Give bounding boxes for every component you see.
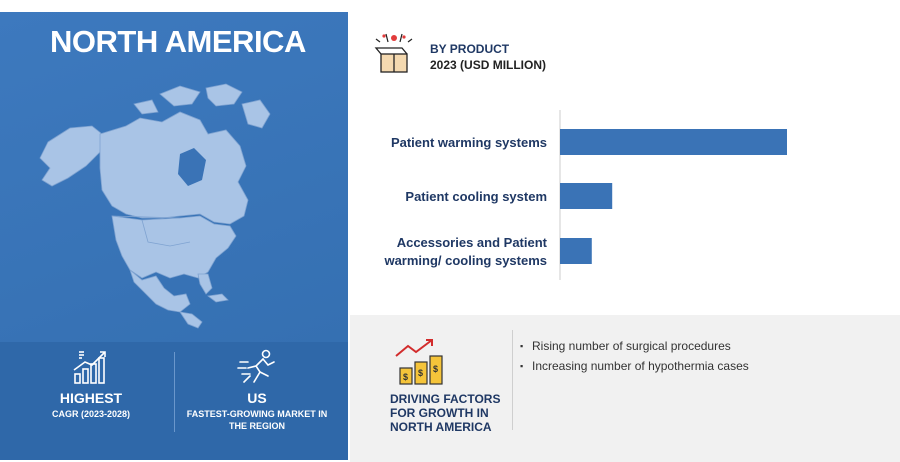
category-label: Patient warming systems bbox=[391, 135, 547, 150]
product-subtitle: 2023 (USD MILLION) bbox=[430, 58, 547, 72]
bar-chart: Patient warming systems Patient cooling s… bbox=[383, 110, 787, 280]
money-growth-icon: $ $ $ bbox=[395, 339, 443, 385]
category-label: Accessories and Patient warming/ cooling … bbox=[383, 235, 547, 268]
stat-fastest-growing: US FASTEST-GROWING MARKET IN THE REGION bbox=[182, 348, 332, 432]
bar bbox=[560, 183, 613, 209]
stat-sub: FASTEST-GROWING MARKET IN THE REGION bbox=[186, 409, 328, 431]
product-title: BY PRODUCT bbox=[430, 42, 510, 56]
bar bbox=[560, 129, 787, 155]
svg-text:$: $ bbox=[418, 368, 423, 378]
drivers-divider bbox=[512, 330, 513, 430]
region-title: NORTH AMERICA bbox=[50, 24, 306, 59]
svg-text:$: $ bbox=[433, 364, 438, 374]
stats-divider bbox=[174, 352, 175, 432]
list-item: Rising number of surgical procedures bbox=[520, 336, 749, 356]
stat-main: HIGHEST bbox=[59, 390, 123, 406]
list-item: Increasing number of hypothermia cases bbox=[520, 356, 749, 376]
bar bbox=[560, 238, 592, 264]
stat-sub: CAGR (2023-2028) bbox=[51, 409, 131, 419]
svg-text:$: $ bbox=[403, 372, 408, 382]
north-america-map-icon bbox=[39, 83, 271, 329]
growth-chart-icon bbox=[73, 351, 106, 384]
stat-main: US bbox=[247, 390, 267, 406]
stat-highest-cagr: HIGHEST CAGR (2023-2028) bbox=[16, 348, 166, 420]
gift-box-icon bbox=[374, 33, 413, 73]
category-label: Patient cooling system bbox=[405, 189, 547, 204]
drivers-title: DRIVING FACTORS FOR GROWTH IN NORTH AMER… bbox=[390, 392, 501, 434]
runner-icon bbox=[237, 349, 275, 383]
drivers-list: Rising number of surgical procedures Inc… bbox=[520, 336, 749, 376]
